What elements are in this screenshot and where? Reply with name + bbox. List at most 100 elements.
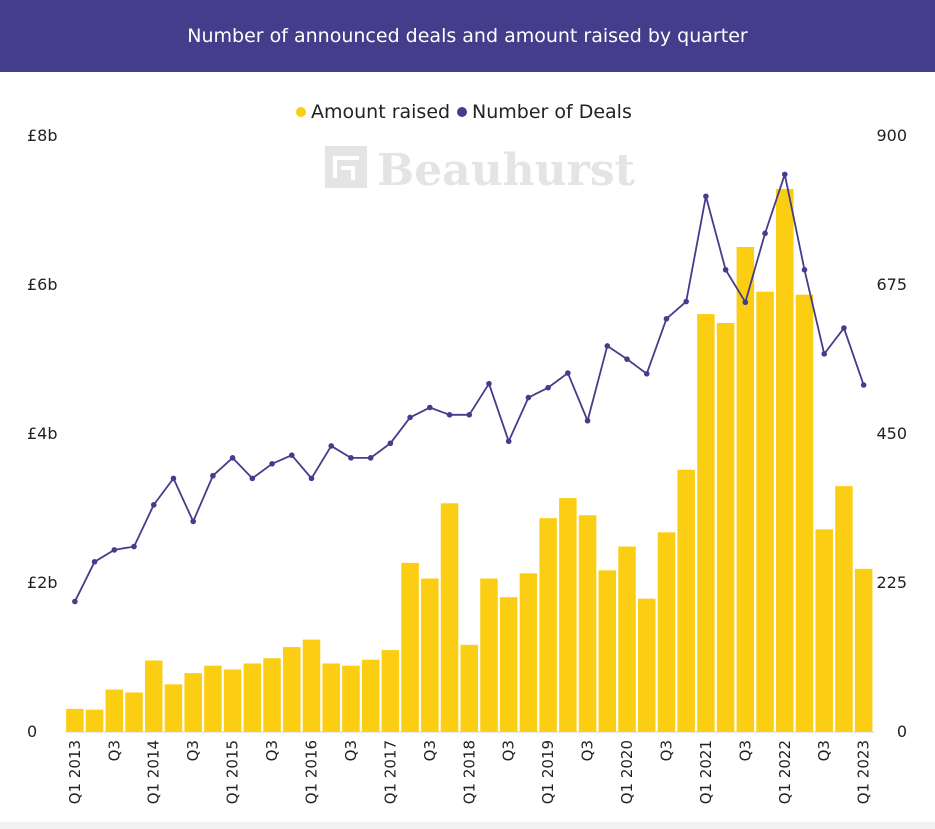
y-right-tick-label: 225 <box>876 573 907 592</box>
chart-title-bar: Number of announced deals and amount rai… <box>0 0 935 72</box>
watermark: Beauhurst <box>325 145 636 196</box>
data-point <box>131 543 137 550</box>
x-tick-label: Q1 2014 <box>145 740 163 804</box>
bar <box>776 188 794 732</box>
x-tick-label: Q1 2016 <box>303 740 321 804</box>
bar <box>381 650 400 732</box>
bar <box>361 659 380 732</box>
y-left-tick-label: £4b <box>27 424 58 443</box>
data-point <box>683 298 689 305</box>
bar <box>815 529 833 732</box>
data-point <box>72 598 78 605</box>
bar <box>342 665 360 732</box>
bar <box>302 639 321 732</box>
x-tick-label: Q1 2022 <box>776 740 794 804</box>
bar <box>835 486 853 732</box>
x-tick-label: Q1 2020 <box>618 740 636 804</box>
bar <box>184 673 202 732</box>
data-point <box>328 443 335 449</box>
y-axis-left: 0 £2b £4b £6b £8b <box>27 126 58 741</box>
bar <box>657 532 676 732</box>
data-point <box>367 455 374 461</box>
data-point <box>663 315 670 322</box>
data-point <box>624 356 630 362</box>
x-tick-label: Q3 <box>184 740 202 761</box>
bar <box>499 597 518 732</box>
data-point <box>190 518 196 525</box>
data-point <box>565 370 571 376</box>
watermark-logo-mark <box>333 156 359 180</box>
bar <box>283 647 301 732</box>
bar <box>164 684 183 732</box>
data-point <box>407 414 413 421</box>
data-point <box>643 370 650 377</box>
bar <box>736 247 755 732</box>
footer-strip <box>0 822 935 829</box>
bar <box>223 669 242 732</box>
bar <box>519 573 538 732</box>
data-point <box>348 455 354 461</box>
bar <box>144 660 163 732</box>
bar-series <box>66 188 873 732</box>
data-point <box>427 404 433 411</box>
data-point <box>703 193 709 200</box>
y-left-tick-label: 0 <box>27 722 37 741</box>
x-tick-label: Q1 2018 <box>460 740 478 804</box>
data-point <box>486 380 492 387</box>
data-point <box>801 266 808 273</box>
bar <box>637 598 656 732</box>
x-tick-label: Q3 <box>579 740 597 761</box>
x-tick-label: Q1 2017 <box>381 740 399 804</box>
x-tick-label: Q3 <box>815 740 833 761</box>
y-axis-right: 0 225 450 675 900 <box>876 126 907 741</box>
y-left-tick-label: £6b <box>27 275 58 294</box>
data-point <box>269 461 275 467</box>
x-tick-label: Q3 <box>658 740 676 761</box>
y-left-tick-label: £2b <box>27 573 58 592</box>
legend-label-deals: Number of Deals <box>472 101 632 123</box>
bar <box>756 291 774 732</box>
x-tick-label: Q1 2013 <box>66 740 84 804</box>
legend-label-amount: Amount raised <box>311 101 450 123</box>
data-point <box>781 171 788 178</box>
x-tick-label: Q1 2021 <box>697 740 715 804</box>
bar <box>421 578 439 732</box>
y-right-tick-label: 0 <box>897 722 907 741</box>
bar <box>716 323 735 732</box>
chart-title: Number of announced deals and amount rai… <box>187 25 748 47</box>
x-tick-label: Q1 2019 <box>539 740 557 804</box>
data-point <box>722 266 729 273</box>
data-point <box>111 547 118 553</box>
data-point <box>150 502 157 508</box>
bar <box>598 570 617 732</box>
bar <box>578 515 597 732</box>
line-series <box>72 171 867 605</box>
bar <box>243 663 262 732</box>
x-tick-label: Q1 2023 <box>855 740 873 804</box>
y-right-tick-label: 675 <box>876 275 907 294</box>
data-point <box>841 325 847 331</box>
y-right-tick-label: 450 <box>876 424 907 443</box>
bar <box>795 294 814 732</box>
bar <box>125 692 143 732</box>
bar <box>618 546 636 732</box>
bar <box>697 314 715 732</box>
bar <box>539 518 557 732</box>
x-tick-label: Q1 2015 <box>224 740 242 804</box>
x-tick-label: Q3 <box>421 740 439 761</box>
data-point <box>545 384 551 391</box>
bar <box>105 689 124 732</box>
data-point <box>604 343 611 349</box>
data-point <box>387 440 394 447</box>
data-point <box>505 438 512 445</box>
y-left-tick-label: £8b <box>27 126 58 145</box>
x-tick-label: Q3 <box>263 740 281 761</box>
bar <box>263 658 281 732</box>
data-point <box>308 475 315 482</box>
bar <box>85 709 104 732</box>
legend-marker-amount <box>296 107 306 117</box>
bar <box>480 578 498 732</box>
data-point <box>466 412 473 418</box>
data-point <box>584 417 591 424</box>
